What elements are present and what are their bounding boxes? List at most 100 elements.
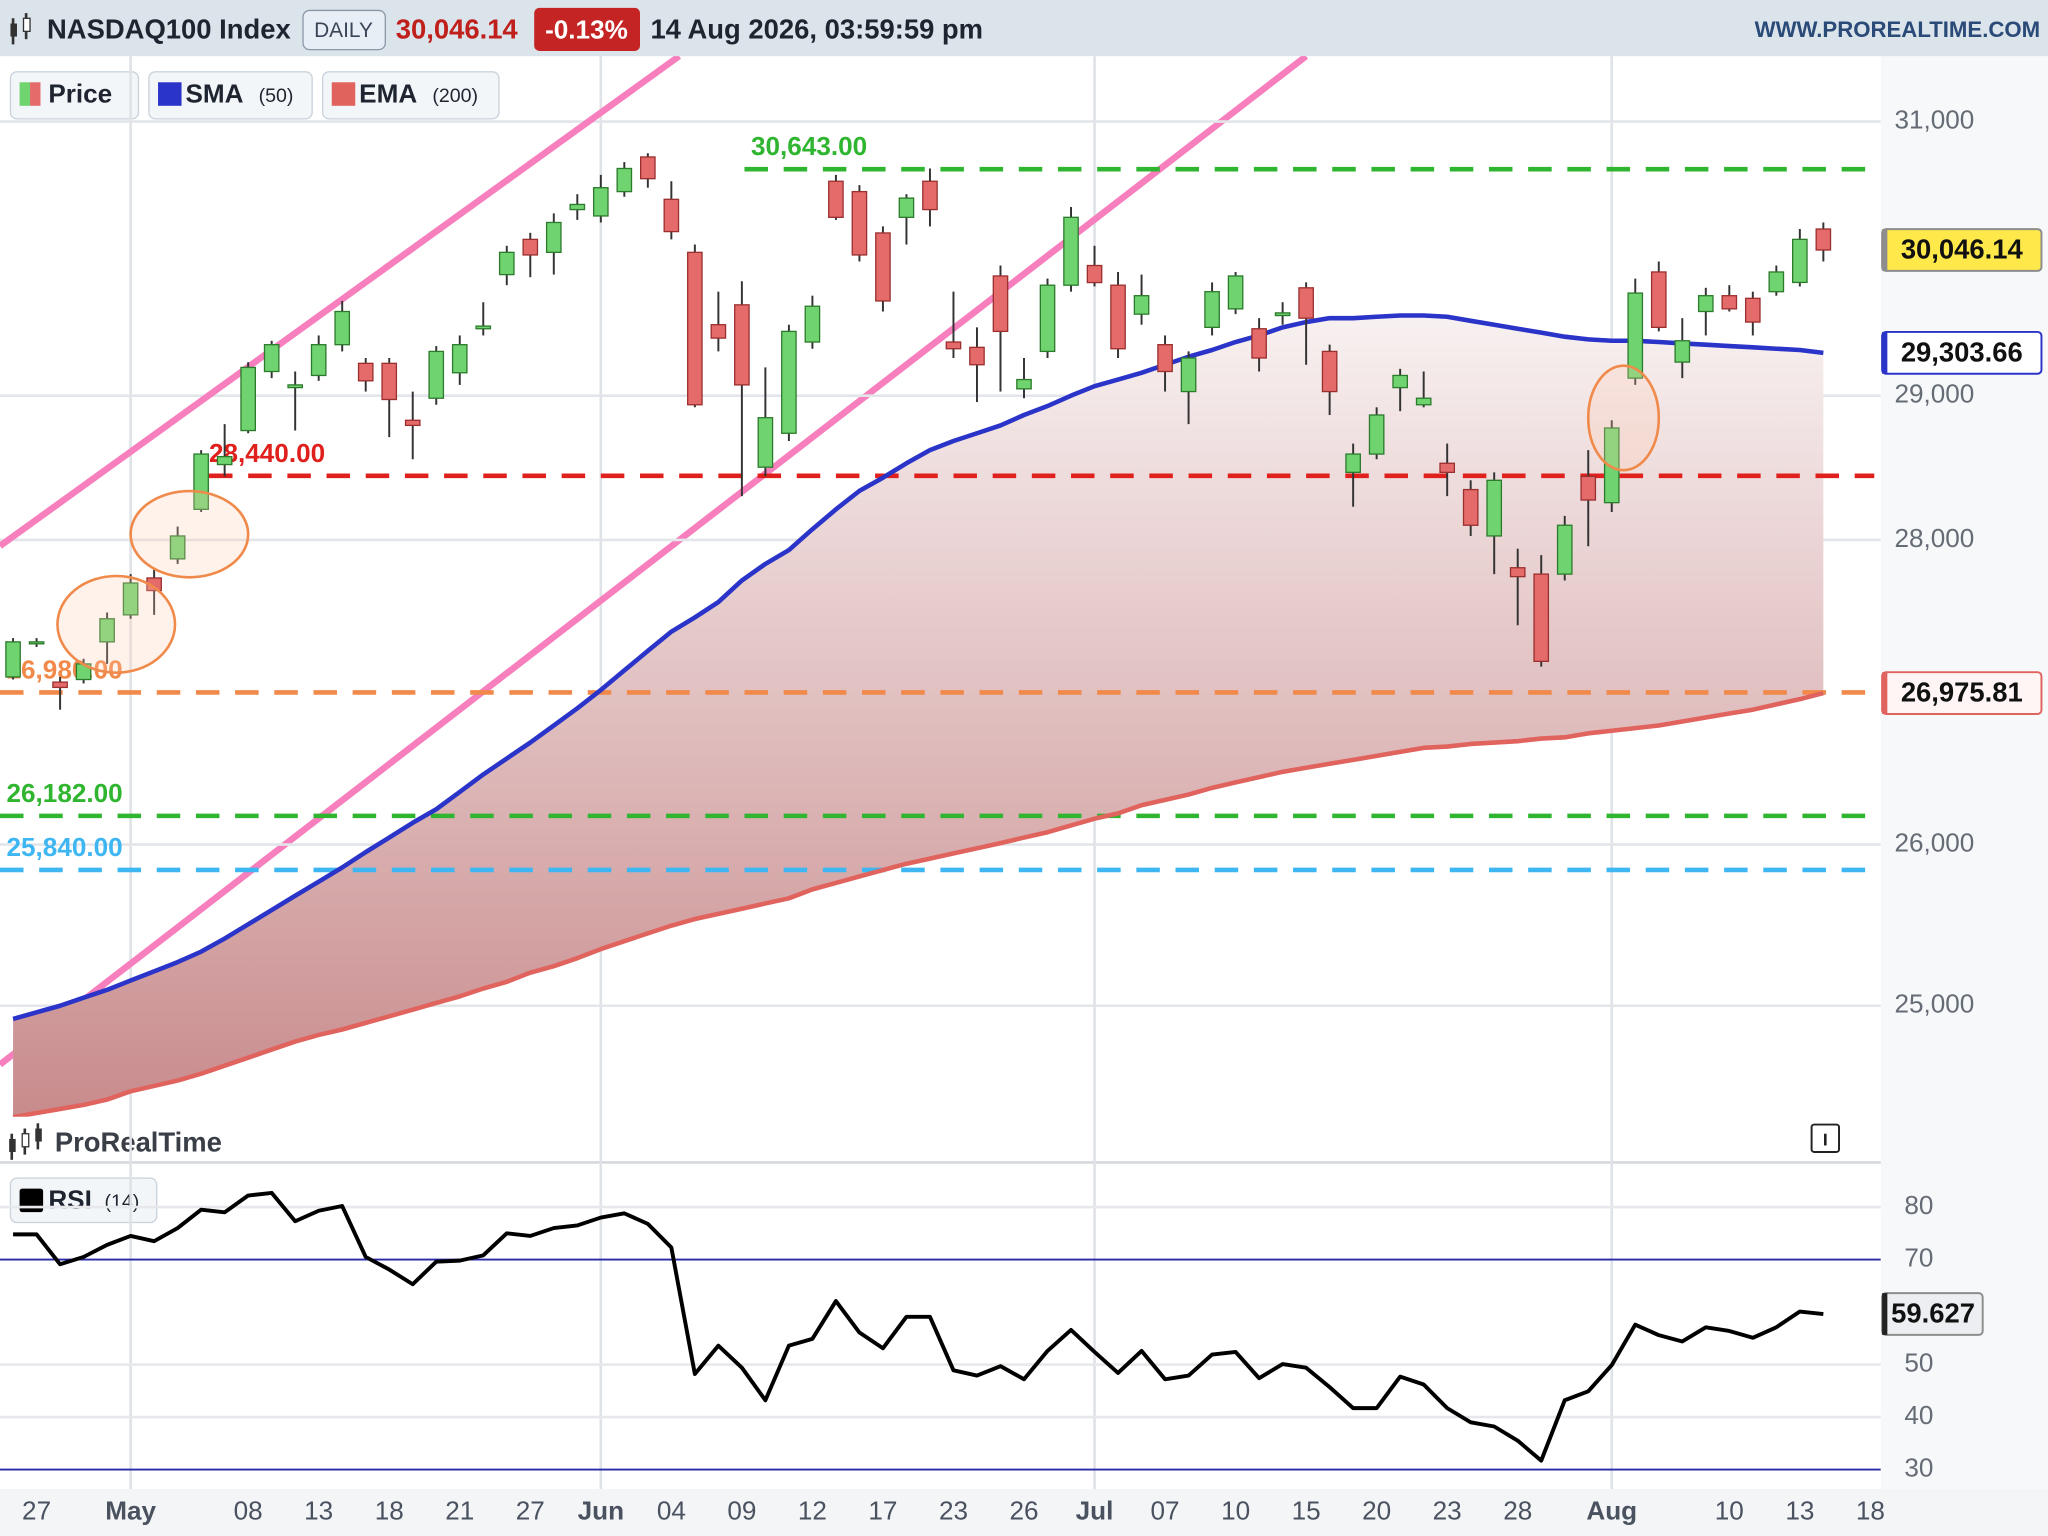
candle-body <box>851 190 868 256</box>
legend-label[interactable]: RSI <box>48 1185 92 1215</box>
legend-param: (14) <box>104 1191 139 1213</box>
x-tick-label: 27 <box>516 1495 545 1525</box>
average-line <box>12 313 1824 1022</box>
candle-body <box>781 330 797 434</box>
candle-body <box>1462 488 1479 526</box>
x-tick-label: May <box>105 1495 156 1525</box>
legend-param: (50) <box>259 85 294 107</box>
candle-body <box>663 198 680 233</box>
rsi-tag-edge <box>1882 1293 1888 1335</box>
candle-body <box>1392 374 1408 389</box>
candle-body <box>334 310 351 346</box>
symbol: NASDAQ100 Index <box>47 14 291 45</box>
sma-tag-edge <box>1882 331 1888 374</box>
price-plot: 30,643.0028,440.0026,980.0026,182.0025,8… <box>0 56 1881 1117</box>
sma-tag: 29,303.66 <box>1901 336 2023 367</box>
site[interactable]: WWW.PROREALTIME.COM <box>1755 17 2041 42</box>
candle-body <box>1768 271 1785 293</box>
app-icon <box>10 13 31 45</box>
legend-label[interactable]: EMA <box>359 78 417 108</box>
header-price: 30,046.14 <box>396 14 519 45</box>
period[interactable]: DAILY <box>314 19 373 42</box>
candle-body <box>804 305 821 343</box>
x-tick-label: 10 <box>1715 1495 1744 1525</box>
x-tick-label: 17 <box>868 1495 897 1525</box>
legend-icon <box>30 82 41 106</box>
candle-body <box>5 641 21 678</box>
candle-body <box>1321 350 1338 393</box>
candle-body <box>945 341 962 350</box>
level-label: 25,840.00 <box>7 832 123 862</box>
candle-body <box>1298 287 1314 319</box>
x-tick-label: Aug <box>1586 1495 1637 1525</box>
candle-body <box>1133 295 1150 315</box>
legend-box[interactable] <box>9 1177 158 1224</box>
watermark-text: ProRealTime <box>55 1126 222 1157</box>
candle-body <box>969 346 985 366</box>
x-tick-label: Jun <box>578 1495 624 1525</box>
x-tick-label: 18 <box>1856 1495 1885 1525</box>
legend-box[interactable] <box>321 71 500 120</box>
candle-body <box>687 251 703 406</box>
legend-icon <box>158 82 182 106</box>
legend[interactable]: Price SMA (50) EMA (200) <box>9 71 500 120</box>
trend-line <box>0 56 682 549</box>
y-tick-label: 80 <box>1904 1190 1933 1220</box>
x-tick-label: 13 <box>304 1495 333 1525</box>
x-axis-panel <box>0 1488 2048 1536</box>
candle-body <box>1650 271 1667 329</box>
x-tick-label: 27 <box>22 1495 51 1525</box>
candle-body <box>1204 291 1220 329</box>
candle-body <box>1274 312 1291 317</box>
rsi-legend[interactable]: RSI (14) <box>9 1177 158 1224</box>
x-tick-label: 18 <box>375 1495 404 1525</box>
candle-body <box>240 366 256 432</box>
y-tick-label: 25,000 <box>1894 989 1974 1019</box>
y-tick-label: 31,000 <box>1894 104 1974 134</box>
candle-body <box>357 362 374 382</box>
period-box[interactable] <box>302 9 386 51</box>
candle-body <box>734 304 750 386</box>
legend-icon <box>331 82 356 106</box>
candle-body <box>1368 414 1385 455</box>
y-tick-label: 28,000 <box>1894 523 1974 553</box>
x-tick-label: 13 <box>1785 1495 1814 1525</box>
ema-tag: 26,975.81 <box>1901 677 2023 708</box>
candle-body <box>569 203 586 211</box>
candle-body <box>404 419 421 427</box>
candle-body <box>428 350 445 399</box>
legend-param: (200) <box>432 85 478 107</box>
legend-icon <box>19 82 31 106</box>
rsi-tag: 59.627 <box>1891 1298 1975 1329</box>
candle-body <box>1556 524 1573 575</box>
legend-box[interactable] <box>9 71 140 120</box>
candle-body <box>310 344 327 377</box>
candle-body <box>1697 295 1714 313</box>
change-box <box>534 7 640 51</box>
x-tick-label: 10 <box>1221 1495 1250 1525</box>
x-tick-label: 15 <box>1292 1495 1321 1525</box>
legend-box[interactable] <box>148 71 313 120</box>
x-tick-label: Jul <box>1076 1495 1114 1525</box>
rsi-plot <box>0 1190 1881 1471</box>
candle-body <box>545 221 562 254</box>
candle-body <box>1345 453 1361 474</box>
candle-body <box>287 384 304 389</box>
candle-body <box>1744 297 1761 323</box>
candle-body <box>451 344 468 374</box>
y-tick-label: 50 <box>1904 1347 1933 1377</box>
rsi-line <box>13 1190 1824 1463</box>
legend-label[interactable]: SMA <box>185 78 243 108</box>
candle-body <box>616 167 633 193</box>
highlight <box>56 574 177 674</box>
candle-body <box>1110 284 1126 350</box>
legend-label[interactable]: Price <box>48 78 112 108</box>
candle-body <box>1016 378 1032 390</box>
legend-icon <box>19 1188 44 1213</box>
candle-body <box>1603 427 1620 504</box>
highlight <box>1586 364 1661 472</box>
x-tick-label: 21 <box>445 1495 474 1525</box>
y-tick-label: 29,000 <box>1894 379 1974 409</box>
trend-line <box>0 56 1309 1068</box>
